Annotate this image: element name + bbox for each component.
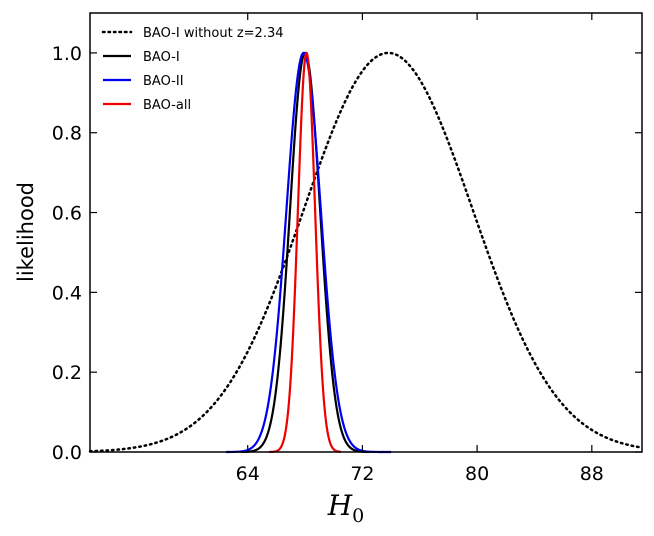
y-tick-label: 0.6 xyxy=(52,203,82,225)
y-tick-label: 1.0 xyxy=(52,43,82,65)
x-tick-label: 88 xyxy=(580,463,604,485)
x-tick-label: 72 xyxy=(350,463,374,485)
axis-ticks: 64 72 80 88 0.0 0.2 0.4 0.6 0.8 1.0 xyxy=(52,13,642,485)
series-line-3 xyxy=(226,51,392,454)
y-axis-label: likelihood xyxy=(14,182,38,282)
y-tick-label: 0.2 xyxy=(52,362,82,384)
y-tick-label: 0.8 xyxy=(52,123,82,145)
legend: BAO-I without z=2.34 BAO-I BAO-II BAO-all xyxy=(101,26,284,113)
series-line-1 xyxy=(88,51,644,453)
series-line-4 xyxy=(269,51,342,454)
plot-frame xyxy=(89,12,643,453)
series-curves xyxy=(88,51,644,454)
legend-label-4: BAO-all xyxy=(143,98,191,113)
x-tick-label: 80 xyxy=(465,463,489,485)
x-tick-label: 64 xyxy=(236,463,260,485)
legend-label-2: BAO-I xyxy=(143,50,180,65)
legend-label-3: BAO-II xyxy=(143,74,184,89)
y-tick-label: 0.0 xyxy=(52,442,82,464)
series-line-2 xyxy=(240,51,370,454)
legend-label-1: BAO-I without z=2.34 xyxy=(143,26,284,41)
x-axis-label: H0 xyxy=(327,489,365,527)
y-tick-label: 0.4 xyxy=(52,282,82,304)
